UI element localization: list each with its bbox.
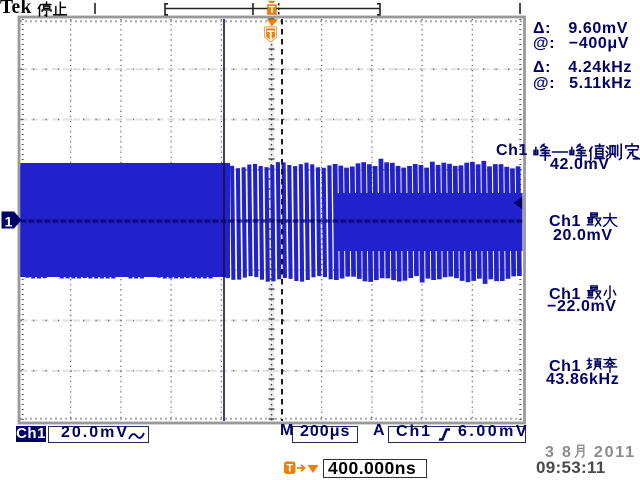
svg-text:T: T — [286, 463, 293, 475]
svg-text:T: T — [269, 4, 276, 16]
svg-text:1: 1 — [5, 214, 13, 230]
svg-text:T: T — [267, 29, 275, 43]
